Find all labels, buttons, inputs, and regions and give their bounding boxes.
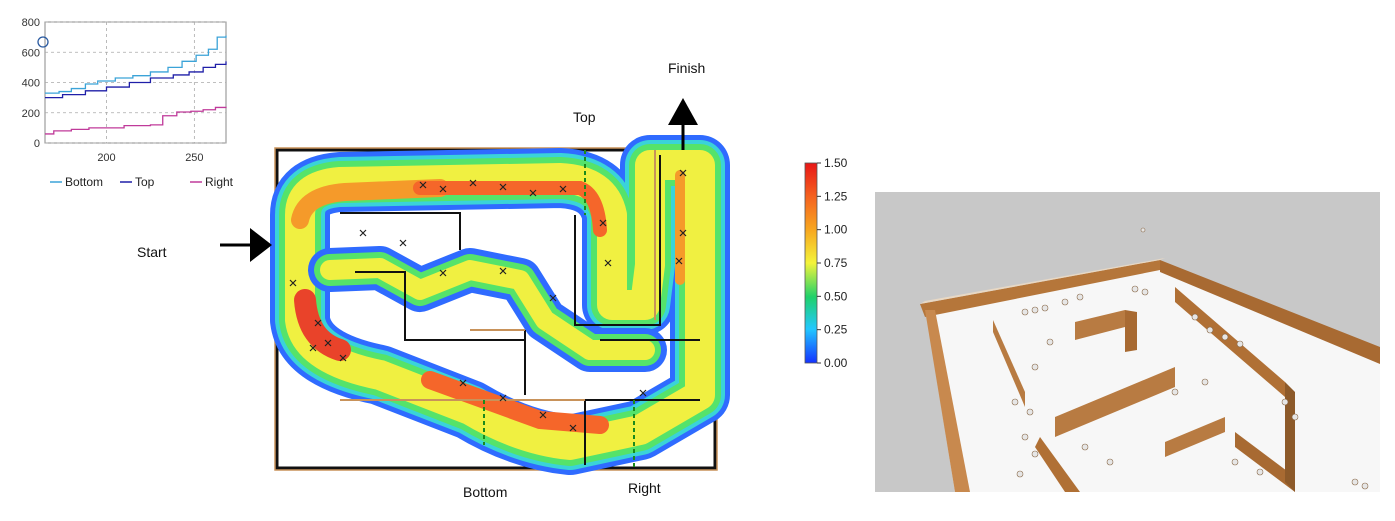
x-tick-label: 250 <box>185 152 203 164</box>
finish-arrow <box>668 98 698 150</box>
chart-marker-icon <box>37 36 49 48</box>
start-label: Start <box>137 244 167 260</box>
y-tick-label: 600 <box>22 47 40 59</box>
heat-hot-red <box>413 181 607 237</box>
y-tick-label: 400 <box>22 78 40 90</box>
agent-markers <box>289 169 687 432</box>
series-line-bottom <box>45 35 227 94</box>
series-line-right <box>45 106 227 135</box>
colorbar-tick-label: 1.00 <box>824 223 848 237</box>
right-label: Right <box>628 480 661 496</box>
y-tick-label: 200 <box>22 108 40 120</box>
density-colorbar: 1.50 1.25 1.00 0.75 0.50 0.25 0.00 <box>804 156 848 370</box>
legend-label-top: Top <box>135 175 155 189</box>
cumulative-line-chart: 0 200 400 600 800 200 250 Bottom Top Right <box>22 17 234 189</box>
3d-agents <box>1011 227 1369 490</box>
bottom-label: Bottom <box>463 484 508 500</box>
colorbar-tick-label: 0.50 <box>824 289 848 303</box>
y-tick-label: 800 <box>22 17 40 29</box>
finish-label: Finish <box>668 60 706 76</box>
x-tick-label: 200 <box>97 152 115 164</box>
colorbar-tick-label: 0.75 <box>824 256 848 270</box>
top-label: Top <box>573 109 596 125</box>
y-tick-label: 0 <box>34 138 40 150</box>
start-arrow <box>220 228 272 262</box>
colorbar-tick-label: 1.50 <box>824 156 848 170</box>
colorbar-tick-label: 1.25 <box>824 189 848 203</box>
3d-simulation-view <box>875 192 1380 492</box>
colorbar-tick-label: 0.00 <box>824 356 848 370</box>
colorbar-tick-label: 0.25 <box>824 323 848 337</box>
colorbar-gradient <box>804 162 818 364</box>
heat-core-yellow <box>285 150 715 460</box>
density-heatmap-map <box>220 98 730 475</box>
series-line-top <box>45 61 227 99</box>
legend-label-bottom: Bottom <box>65 175 103 189</box>
legend-label-right: Right <box>205 175 234 189</box>
